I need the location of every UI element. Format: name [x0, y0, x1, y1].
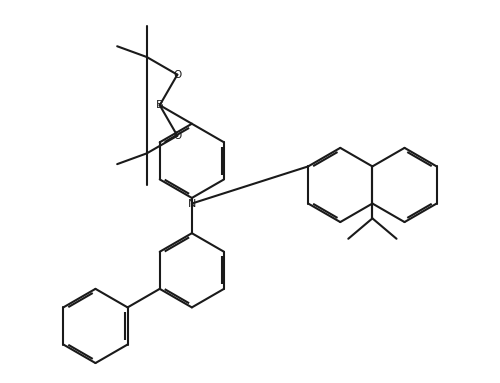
Text: O: O — [173, 131, 182, 141]
Text: O: O — [173, 70, 182, 80]
Text: N: N — [188, 198, 196, 208]
Text: B: B — [156, 100, 164, 110]
